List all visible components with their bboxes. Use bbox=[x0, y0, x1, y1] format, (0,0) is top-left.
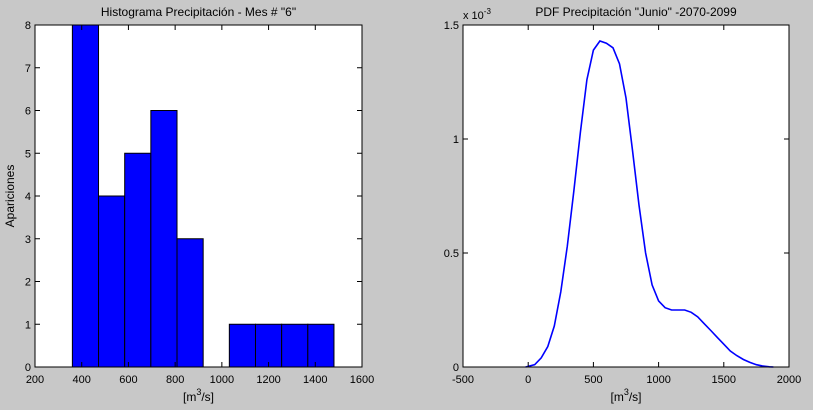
x-tick-label: -500 bbox=[452, 374, 474, 386]
x-tick-label: 1600 bbox=[350, 374, 374, 386]
y-tick-label: 4 bbox=[25, 191, 31, 203]
x-tick-label: 500 bbox=[584, 374, 602, 386]
x-tick-label: 800 bbox=[166, 374, 184, 386]
histogram-chart: Histograma Precipitación - Mes # "6" 200… bbox=[3, 5, 374, 404]
histogram-title: Histograma Precipitación - Mes # "6" bbox=[101, 5, 296, 19]
x-tick-label: 1200 bbox=[256, 374, 280, 386]
histogram-bar bbox=[307, 323, 335, 368]
x-tick-label: 1000 bbox=[210, 374, 234, 386]
pdf-x-axis-label: [m3/s] bbox=[610, 387, 641, 404]
histogram-bar bbox=[98, 195, 126, 368]
histogram-bars bbox=[71, 24, 335, 368]
histogram-bar bbox=[281, 323, 309, 368]
histogram-bar bbox=[124, 152, 152, 368]
histogram-bar bbox=[71, 24, 100, 368]
histogram-y-axis-label: Apariciones bbox=[3, 165, 17, 228]
y-tick-label: 2 bbox=[25, 277, 31, 289]
pdf-series-line bbox=[525, 40, 774, 368]
y-tick-label: 0 bbox=[453, 362, 459, 374]
histogram-bar bbox=[150, 110, 178, 368]
y-tick-label: 1 bbox=[453, 134, 459, 146]
x-tick-label: 400 bbox=[73, 374, 91, 386]
y-tick-label: 6 bbox=[25, 106, 31, 118]
x-tick-label: 0 bbox=[525, 374, 531, 386]
pdf-y-ticks: 0 0.5 1 1.5 bbox=[444, 20, 789, 374]
y-tick-label: 8 bbox=[25, 20, 31, 32]
histogram-x-ticks: 200 400 600 800 1000 1200 1400 1600 bbox=[26, 25, 374, 386]
pdf-axes-background bbox=[463, 25, 789, 367]
pdf-axes-frame bbox=[462, 24, 790, 368]
y-tick-label: 1.5 bbox=[444, 20, 459, 32]
x-tick-label: 1500 bbox=[712, 374, 736, 386]
histogram-y-ticks: 0 1 2 3 4 5 6 7 8 bbox=[25, 20, 362, 374]
histogram-x-axis-label: [m3/s] bbox=[183, 387, 214, 404]
pdf-title: PDF Precipitación "Junio" -2070-2099 bbox=[535, 5, 737, 19]
pdf-chart: PDF Precipitación "Junio" -2070-2099 -50… bbox=[444, 5, 802, 404]
x-tick-label: 1000 bbox=[646, 374, 670, 386]
y-tick-label: 5 bbox=[25, 148, 31, 160]
pdf-y-exponent-label: x 10-3 bbox=[463, 7, 491, 22]
x-tick-label: 1400 bbox=[303, 374, 327, 386]
y-tick-label: 3 bbox=[25, 234, 31, 246]
x-tick-label: 200 bbox=[26, 374, 44, 386]
histogram-bar bbox=[176, 238, 204, 368]
histogram-bar bbox=[228, 323, 256, 368]
x-tick-label: 2000 bbox=[777, 374, 801, 386]
x-tick-label: 600 bbox=[119, 374, 137, 386]
pdf-x-ticks: -500 0 500 1000 1500 2000 bbox=[452, 25, 801, 386]
y-tick-label: 7 bbox=[25, 63, 31, 75]
y-tick-label: 0 bbox=[25, 362, 31, 374]
y-tick-label: 1 bbox=[25, 319, 31, 331]
y-tick-label: 0.5 bbox=[444, 248, 459, 260]
histogram-bar bbox=[254, 323, 283, 368]
